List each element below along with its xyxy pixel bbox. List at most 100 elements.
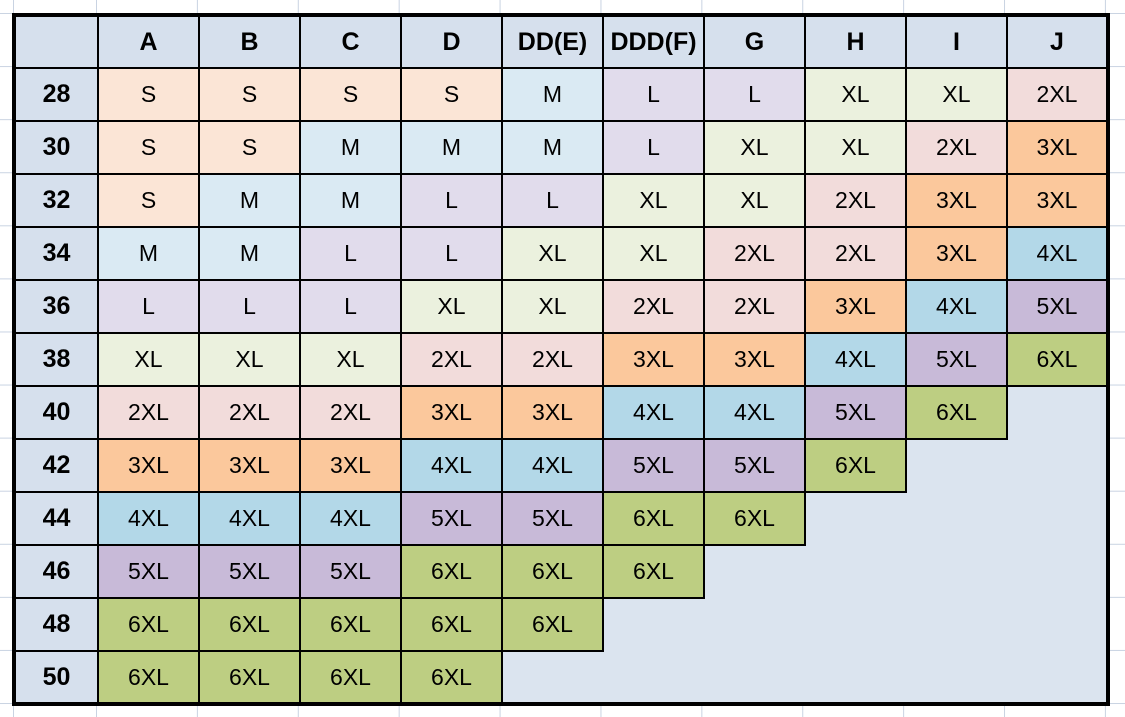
size-cell-30-A[interactable]: S xyxy=(97,120,200,175)
col-header-C[interactable]: C xyxy=(299,14,402,69)
size-cell-46-D[interactable]: 6XL xyxy=(400,544,503,599)
size-cell-34-DDD(F)[interactable]: XL xyxy=(602,226,705,281)
size-cell-38-DDD(F)[interactable]: 3XL xyxy=(602,332,705,387)
row-header-28[interactable]: 28 xyxy=(13,67,99,122)
empty-cell-48-I[interactable] xyxy=(906,598,1007,651)
col-header-B[interactable]: B xyxy=(198,14,301,69)
col-header-J[interactable]: J xyxy=(1006,14,1109,69)
empty-cell-40-J[interactable] xyxy=(1007,386,1108,439)
size-cell-28-G[interactable]: L xyxy=(703,67,806,122)
size-cell-32-G[interactable]: XL xyxy=(703,173,806,228)
size-cell-50-A[interactable]: 6XL xyxy=(97,650,200,705)
empty-cell-48-H[interactable] xyxy=(805,598,906,651)
size-cell-42-DD(E)[interactable]: 4XL xyxy=(501,438,604,493)
size-cell-28-I[interactable]: XL xyxy=(905,67,1008,122)
size-cell-38-DD(E)[interactable]: 2XL xyxy=(501,332,604,387)
size-cell-38-B[interactable]: XL xyxy=(198,332,301,387)
size-cell-34-I[interactable]: 3XL xyxy=(905,226,1008,281)
size-cell-38-H[interactable]: 4XL xyxy=(804,332,907,387)
size-cell-48-B[interactable]: 6XL xyxy=(198,597,301,652)
size-cell-34-H[interactable]: 2XL xyxy=(804,226,907,281)
empty-cell-48-G[interactable] xyxy=(704,598,805,651)
size-cell-38-J[interactable]: 6XL xyxy=(1006,332,1109,387)
size-cell-44-D[interactable]: 5XL xyxy=(400,491,503,546)
size-cell-30-H[interactable]: XL xyxy=(804,120,907,175)
size-cell-34-B[interactable]: M xyxy=(198,226,301,281)
empty-cell-42-J[interactable] xyxy=(1007,439,1108,492)
size-cell-34-C[interactable]: L xyxy=(299,226,402,281)
size-cell-48-D[interactable]: 6XL xyxy=(400,597,503,652)
size-cell-38-D[interactable]: 2XL xyxy=(400,332,503,387)
size-cell-42-H[interactable]: 6XL xyxy=(804,438,907,493)
size-cell-38-I[interactable]: 5XL xyxy=(905,332,1008,387)
size-cell-28-DDD(F)[interactable]: L xyxy=(602,67,705,122)
size-cell-32-D[interactable]: L xyxy=(400,173,503,228)
size-cell-44-DD(E)[interactable]: 5XL xyxy=(501,491,604,546)
size-cell-30-DD(E)[interactable]: M xyxy=(501,120,604,175)
size-cell-46-B[interactable]: 5XL xyxy=(198,544,301,599)
size-cell-42-B[interactable]: 3XL xyxy=(198,438,301,493)
size-cell-28-J[interactable]: 2XL xyxy=(1006,67,1109,122)
size-cell-30-D[interactable]: M xyxy=(400,120,503,175)
size-cell-36-DD(E)[interactable]: XL xyxy=(501,279,604,334)
size-cell-38-C[interactable]: XL xyxy=(299,332,402,387)
empty-cell-42-I[interactable] xyxy=(906,439,1007,492)
col-header-DDD(F)[interactable]: DDD(F) xyxy=(602,14,705,69)
empty-cell-50-I[interactable] xyxy=(906,651,1007,704)
row-header-36[interactable]: 36 xyxy=(13,279,99,334)
row-header-40[interactable]: 40 xyxy=(13,385,99,440)
size-cell-36-G[interactable]: 2XL xyxy=(703,279,806,334)
empty-cell-46-H[interactable] xyxy=(805,545,906,598)
empty-cell-48-J[interactable] xyxy=(1007,598,1108,651)
size-cell-30-J[interactable]: 3XL xyxy=(1006,120,1109,175)
col-header-G[interactable]: G xyxy=(703,14,806,69)
row-header-34[interactable]: 34 xyxy=(13,226,99,281)
size-cell-30-C[interactable]: M xyxy=(299,120,402,175)
col-header-DD(E)[interactable]: DD(E) xyxy=(501,14,604,69)
size-cell-44-G[interactable]: 6XL xyxy=(703,491,806,546)
size-cell-50-C[interactable]: 6XL xyxy=(299,650,402,705)
empty-cell-50-DDD(F)[interactable] xyxy=(603,651,704,704)
size-cell-32-C[interactable]: M xyxy=(299,173,402,228)
size-cell-30-DDD(F)[interactable]: L xyxy=(602,120,705,175)
size-cell-36-H[interactable]: 3XL xyxy=(804,279,907,334)
size-cell-34-DD(E)[interactable]: XL xyxy=(501,226,604,281)
size-cell-32-I[interactable]: 3XL xyxy=(905,173,1008,228)
size-cell-46-DDD(F)[interactable]: 6XL xyxy=(602,544,705,599)
empty-cell-44-I[interactable] xyxy=(906,492,1007,545)
size-cell-42-D[interactable]: 4XL xyxy=(400,438,503,493)
empty-cell-50-DD(E)[interactable] xyxy=(502,651,603,704)
size-cell-32-DD(E)[interactable]: L xyxy=(501,173,604,228)
size-cell-42-A[interactable]: 3XL xyxy=(97,438,200,493)
size-cell-40-DDD(F)[interactable]: 4XL xyxy=(602,385,705,440)
empty-cell-44-H[interactable] xyxy=(805,492,906,545)
empty-cell-50-H[interactable] xyxy=(805,651,906,704)
empty-cell-46-G[interactable] xyxy=(704,545,805,598)
size-cell-32-J[interactable]: 3XL xyxy=(1006,173,1109,228)
empty-cell-44-J[interactable] xyxy=(1007,492,1108,545)
size-cell-40-I[interactable]: 6XL xyxy=(905,385,1008,440)
size-cell-28-D[interactable]: S xyxy=(400,67,503,122)
size-cell-28-DD(E)[interactable]: M xyxy=(501,67,604,122)
size-cell-46-DD(E)[interactable]: 6XL xyxy=(501,544,604,599)
size-cell-44-A[interactable]: 4XL xyxy=(97,491,200,546)
size-cell-28-A[interactable]: S xyxy=(97,67,200,122)
size-cell-44-B[interactable]: 4XL xyxy=(198,491,301,546)
size-cell-34-G[interactable]: 2XL xyxy=(703,226,806,281)
size-cell-36-D[interactable]: XL xyxy=(400,279,503,334)
size-cell-40-B[interactable]: 2XL xyxy=(198,385,301,440)
size-cell-50-D[interactable]: 6XL xyxy=(400,650,503,705)
size-cell-44-DDD(F)[interactable]: 6XL xyxy=(602,491,705,546)
empty-cell-50-J[interactable] xyxy=(1007,651,1108,704)
row-header-32[interactable]: 32 xyxy=(13,173,99,228)
size-cell-36-C[interactable]: L xyxy=(299,279,402,334)
size-cell-40-H[interactable]: 5XL xyxy=(804,385,907,440)
size-cell-34-J[interactable]: 4XL xyxy=(1006,226,1109,281)
col-header-I[interactable]: I xyxy=(905,14,1008,69)
size-cell-46-C[interactable]: 5XL xyxy=(299,544,402,599)
size-cell-38-G[interactable]: 3XL xyxy=(703,332,806,387)
row-header-50[interactable]: 50 xyxy=(13,650,99,705)
row-header-30[interactable]: 30 xyxy=(13,120,99,175)
size-cell-30-B[interactable]: S xyxy=(198,120,301,175)
size-cell-40-A[interactable]: 2XL xyxy=(97,385,200,440)
